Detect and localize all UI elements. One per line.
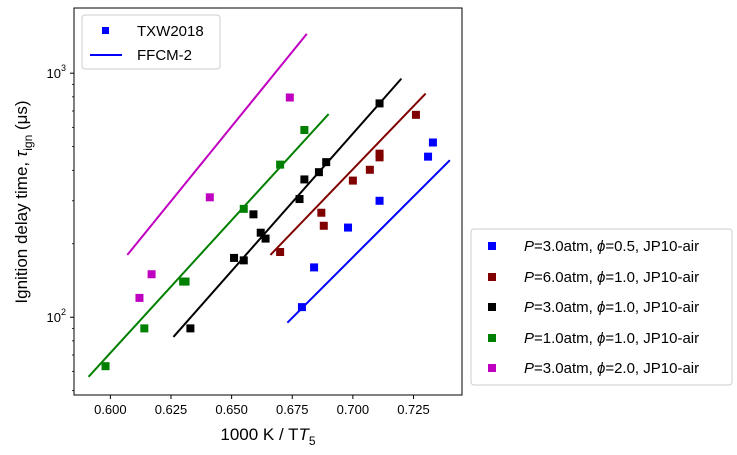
data-point-series-0 — [297, 303, 306, 312]
series-layer — [87, 33, 451, 378]
y-tick-label: 102 — [47, 307, 66, 325]
data-point-series-4 — [147, 270, 156, 279]
x-tick-label: 0.700 — [337, 402, 370, 417]
data-point-series-4 — [205, 193, 214, 202]
data-point-series-1 — [317, 208, 326, 217]
data-point-series-2 — [249, 210, 258, 219]
data-point-series-0 — [375, 196, 384, 205]
data-point-series-1 — [375, 149, 384, 158]
data-point-series-0 — [310, 263, 319, 272]
data-point-series-2 — [239, 256, 248, 265]
x-tick-label: 0.725 — [397, 402, 430, 417]
data-point-series-4 — [135, 293, 144, 302]
data-point-series-3 — [181, 277, 190, 286]
x-tick-label: 0.600 — [94, 402, 127, 417]
legend-outer-marker-3 — [488, 334, 496, 342]
data-point-series-0 — [428, 138, 437, 147]
data-point-series-3 — [276, 160, 285, 169]
legend-outer-label-3: P=1.0atm, ϕ=1.0, JP10-air — [524, 330, 699, 347]
y-axis-label: Ignition delay time, τign (μs) — [12, 100, 35, 303]
legend-outer-label-1: P=6.0atm, ϕ=1.0, JP10-air — [524, 269, 699, 286]
legend-outer-label-2: P=3.0atm, ϕ=1.0, JP10-air — [524, 299, 699, 316]
data-point-series-2 — [375, 99, 384, 108]
data-point-series-2 — [256, 228, 265, 237]
legend-inner: TXW2018 FFCM-2 — [81, 14, 221, 70]
axes-layer: 0.600 0.625 0.650 0.675 0.700 0.725 102 103 — [47, 63, 430, 417]
legend-outer: P=3.0atm, ϕ=0.5, JP10-air P=6.0atm, ϕ=1.… — [470, 228, 733, 386]
data-point-series-4 — [285, 93, 294, 102]
legend-outer-marker-0 — [488, 242, 496, 250]
data-point-series-2 — [186, 324, 195, 333]
data-point-series-2 — [314, 168, 323, 177]
data-point-series-3 — [101, 362, 110, 371]
data-point-series-0 — [344, 223, 353, 232]
data-point-series-1 — [319, 221, 328, 230]
legend-inner-marker-txw2018 — [102, 27, 109, 34]
data-point-series-1 — [276, 248, 285, 257]
plot-frame — [73, 7, 463, 396]
legend-inner-label-txw2018: TXW2018 — [137, 23, 204, 40]
data-point-series-3 — [140, 324, 149, 333]
model-line-series-3 — [87, 113, 330, 378]
data-point-series-1 — [365, 165, 374, 174]
data-point-series-2 — [300, 175, 309, 184]
x-axis-label: 1000 K / TT5 — [220, 425, 316, 448]
legend-outer-marker-2 — [488, 303, 496, 311]
data-point-series-1 — [411, 110, 420, 119]
legend-outer-marker-1 — [488, 273, 496, 281]
data-point-series-0 — [424, 152, 433, 161]
legend-inner-label-ffcm2: FFCM-2 — [137, 47, 192, 64]
data-point-series-2 — [230, 253, 239, 262]
legend-outer-label-4: P=3.0atm, ϕ=2.0, JP10-air — [524, 360, 699, 377]
model-line-series-4 — [126, 33, 308, 256]
legend-outer-marker-4 — [488, 364, 496, 372]
x-tick-label: 0.650 — [215, 402, 248, 417]
data-point-series-3 — [300, 126, 309, 135]
x-tick-label: 0.675 — [276, 402, 309, 417]
x-tick-label: 0.625 — [155, 402, 188, 417]
model-line-series-1 — [269, 92, 427, 256]
data-point-series-2 — [322, 158, 331, 167]
y-tick-label: 103 — [47, 63, 66, 81]
model-line-series-2 — [172, 77, 403, 338]
data-point-series-2 — [295, 195, 304, 204]
data-point-series-3 — [239, 204, 248, 213]
model-line-series-0 — [286, 159, 451, 324]
data-point-series-1 — [348, 176, 357, 185]
legend-outer-label-0: P=3.0atm, ϕ=0.5, JP10-air — [524, 238, 699, 255]
data-point-series-2 — [261, 234, 270, 243]
